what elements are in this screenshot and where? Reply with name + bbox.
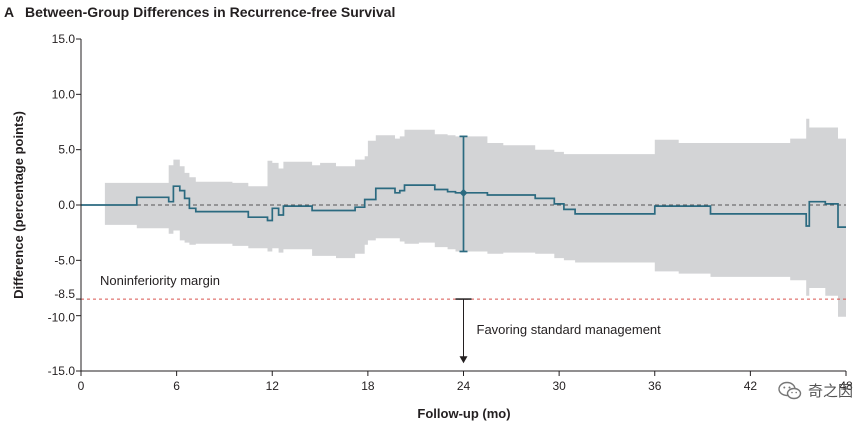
x-axis-title: Follow-up (mo) <box>417 406 510 421</box>
x-tick-label: 18 <box>361 379 375 393</box>
panel-letter: A <box>4 4 14 20</box>
annotations: Noninferiority margin Favoring standard m… <box>100 273 662 364</box>
arrow-label: Favoring standard management <box>477 322 662 337</box>
x-tick-label: 0 <box>78 379 85 393</box>
y-tick-label: -5.0 <box>54 253 75 267</box>
y-tick-label: 15.0 <box>52 32 76 46</box>
y-axis-title: Difference (percentage points) <box>11 111 26 299</box>
estimate-point-24mo <box>459 188 468 197</box>
series-layer <box>81 135 846 253</box>
y-tick-label: -8.5 <box>54 287 75 301</box>
x-tick-label: 48 <box>839 379 853 393</box>
y-tick-label: 5.0 <box>58 143 75 157</box>
x-tick-label: 6 <box>173 379 180 393</box>
noninferiority-margin-label: Noninferiority margin <box>100 273 220 288</box>
x-tick-label: 24 <box>457 379 471 393</box>
y-tick-label: 10.0 <box>52 87 76 101</box>
x-tick-label: 30 <box>552 379 566 393</box>
chart-title: Between-Group Differences in Recurrence-… <box>25 4 395 20</box>
x-tick-label: 12 <box>266 379 280 393</box>
watermark: 奇之因 <box>778 380 853 401</box>
difference-step-line <box>81 184 846 228</box>
y-tick-label: -15.0 <box>48 364 76 378</box>
reference-lines <box>81 204 846 300</box>
x-tick-label: 42 <box>744 379 758 393</box>
axes: 15.0 10.0 5.0 0.0 -5.0 -8.5 -10.0 -15.00 6 12 18 24… <box>48 32 853 393</box>
y-tick-label: 0.0 <box>58 198 75 212</box>
wechat-icon <box>778 381 802 399</box>
y-tick-label: -10.0 <box>48 311 76 325</box>
arrow-head <box>459 356 468 364</box>
watermark-text: 奇之因 <box>807 382 853 400</box>
x-tick-label: 36 <box>648 379 662 393</box>
